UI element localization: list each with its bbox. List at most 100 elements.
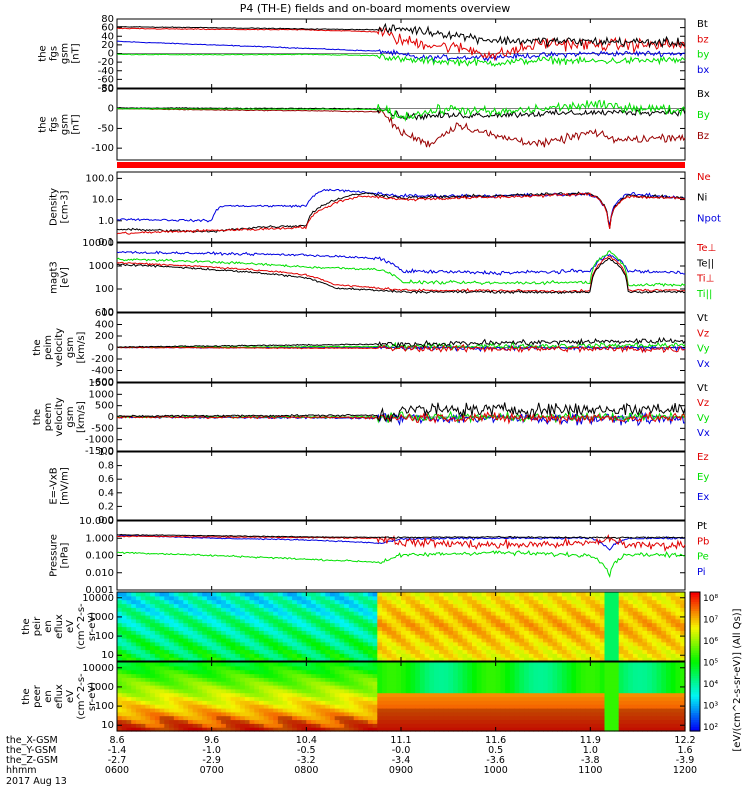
spectrogram-cell [363,622,369,628]
spectrogram-cell [576,607,582,612]
spectrogram-cell [382,696,388,701]
spectrogram-cell [604,727,610,732]
spectrogram-cell [599,723,606,728]
spectrogram-cell [192,595,198,601]
y-tick-label: 80 [101,14,114,25]
spectrogram-cell [296,622,303,628]
spectrogram-cell [509,611,516,616]
spectrogram-cell [519,592,525,597]
spectrogram-cell [448,599,454,605]
spectrogram-cell [675,700,681,705]
spectrogram-cell [211,641,217,647]
spectrogram-cell [121,611,127,616]
spectrogram-cell [637,711,643,717]
spectrogram-cell [424,700,430,705]
colorbar-cell [690,717,700,720]
spectrogram-cell [353,607,359,612]
spectrogram-cell [557,700,563,705]
spectrogram-cell [585,708,591,713]
spectrogram-cell [500,715,506,721]
spectrogram-cell [590,723,596,728]
spectrogram-cell [235,692,241,698]
spectrogram-cell [528,727,535,732]
spectrogram-cell [666,615,672,620]
spectrogram-cell [145,630,151,635]
spectrogram-cell [188,622,194,628]
spectrogram-cell [164,592,170,597]
spectrogram-cell [429,611,435,616]
spectrogram-cell [490,688,497,694]
spectrogram-cell [590,595,596,601]
spectrogram-cell [401,685,407,690]
y-tick-label: 10 [101,720,114,731]
spectrogram-cell [462,618,468,624]
spectrogram-cell [367,653,374,658]
spectrogram-cell [656,662,662,667]
spectrogram-cell [585,692,591,698]
spectrogram-cell [377,653,383,658]
spectrogram-cell [296,657,303,662]
spectrogram-cell [486,649,492,654]
y-axis-label: the [32,409,43,425]
ni-line [116,191,686,234]
spectrogram-cell [419,641,426,647]
spectrogram-cell [206,645,213,651]
spectrogram-cell [410,603,416,608]
spectrogram-cell [576,696,582,701]
spectrogram-cell [211,688,217,694]
spectrogram-cell [486,634,492,639]
spectrogram-cell [244,673,251,678]
spectrogram-cell [514,603,520,608]
spectrogram-cell [543,704,549,709]
spectrogram-cell [476,719,482,724]
spectrogram-cell [221,611,227,616]
spectrogram-cell [571,696,577,701]
spectrogram-cell [495,607,501,612]
spectrogram-cell [117,626,123,631]
spectrogram-cell [438,607,445,612]
spectrogram-cell [543,641,549,647]
spectrogram-cell [505,727,511,732]
spectrogram-cell [140,681,146,686]
spectrogram-cell [348,634,355,639]
spectrogram-cell [221,700,227,705]
colorbar-cell [690,684,700,688]
y-tick-label: -200 [91,354,114,365]
spectrogram-cell [490,719,497,724]
spectrogram-cell [164,688,170,694]
spectrogram-cell [216,618,222,624]
spectrogram-cell [642,673,648,678]
spectrogram-cell [405,611,411,616]
spectrogram-cell [311,704,317,709]
spectrogram-cell [472,611,478,616]
spectrogram-cell [405,681,411,686]
spectrogram-cell [183,626,189,631]
spectrogram-cell [339,622,345,628]
spectrogram-cell [273,653,279,658]
spectrogram-cell [131,692,137,698]
spectrogram-cell [254,715,260,721]
spectrogram-cell [405,630,411,635]
spectrogram-cell [675,692,681,698]
spectrogram-cell [178,662,184,667]
spectrogram-cell [419,715,426,721]
spectrogram-cell [263,649,269,654]
spectrogram-cell [117,688,123,694]
colorbar-cell [690,615,700,619]
spectrogram-cell [277,708,284,713]
spectrogram-cell [164,715,170,721]
y-tick-label: 0.2 [98,501,114,512]
spectrogram-cell [178,603,184,608]
spectrogram-cell [585,673,591,678]
spectrogram-cell [476,599,482,605]
spectrogram-cell [377,649,383,654]
spectrogram-cell [401,662,407,667]
spectrogram-cell [637,688,643,694]
spectrogram-cell [363,673,369,678]
colorbar-cell [690,649,700,653]
spectrogram-cell [334,665,340,671]
spectrogram-cell [547,618,553,624]
spectrogram-cell [614,727,620,732]
spectrogram-cell [225,630,232,635]
